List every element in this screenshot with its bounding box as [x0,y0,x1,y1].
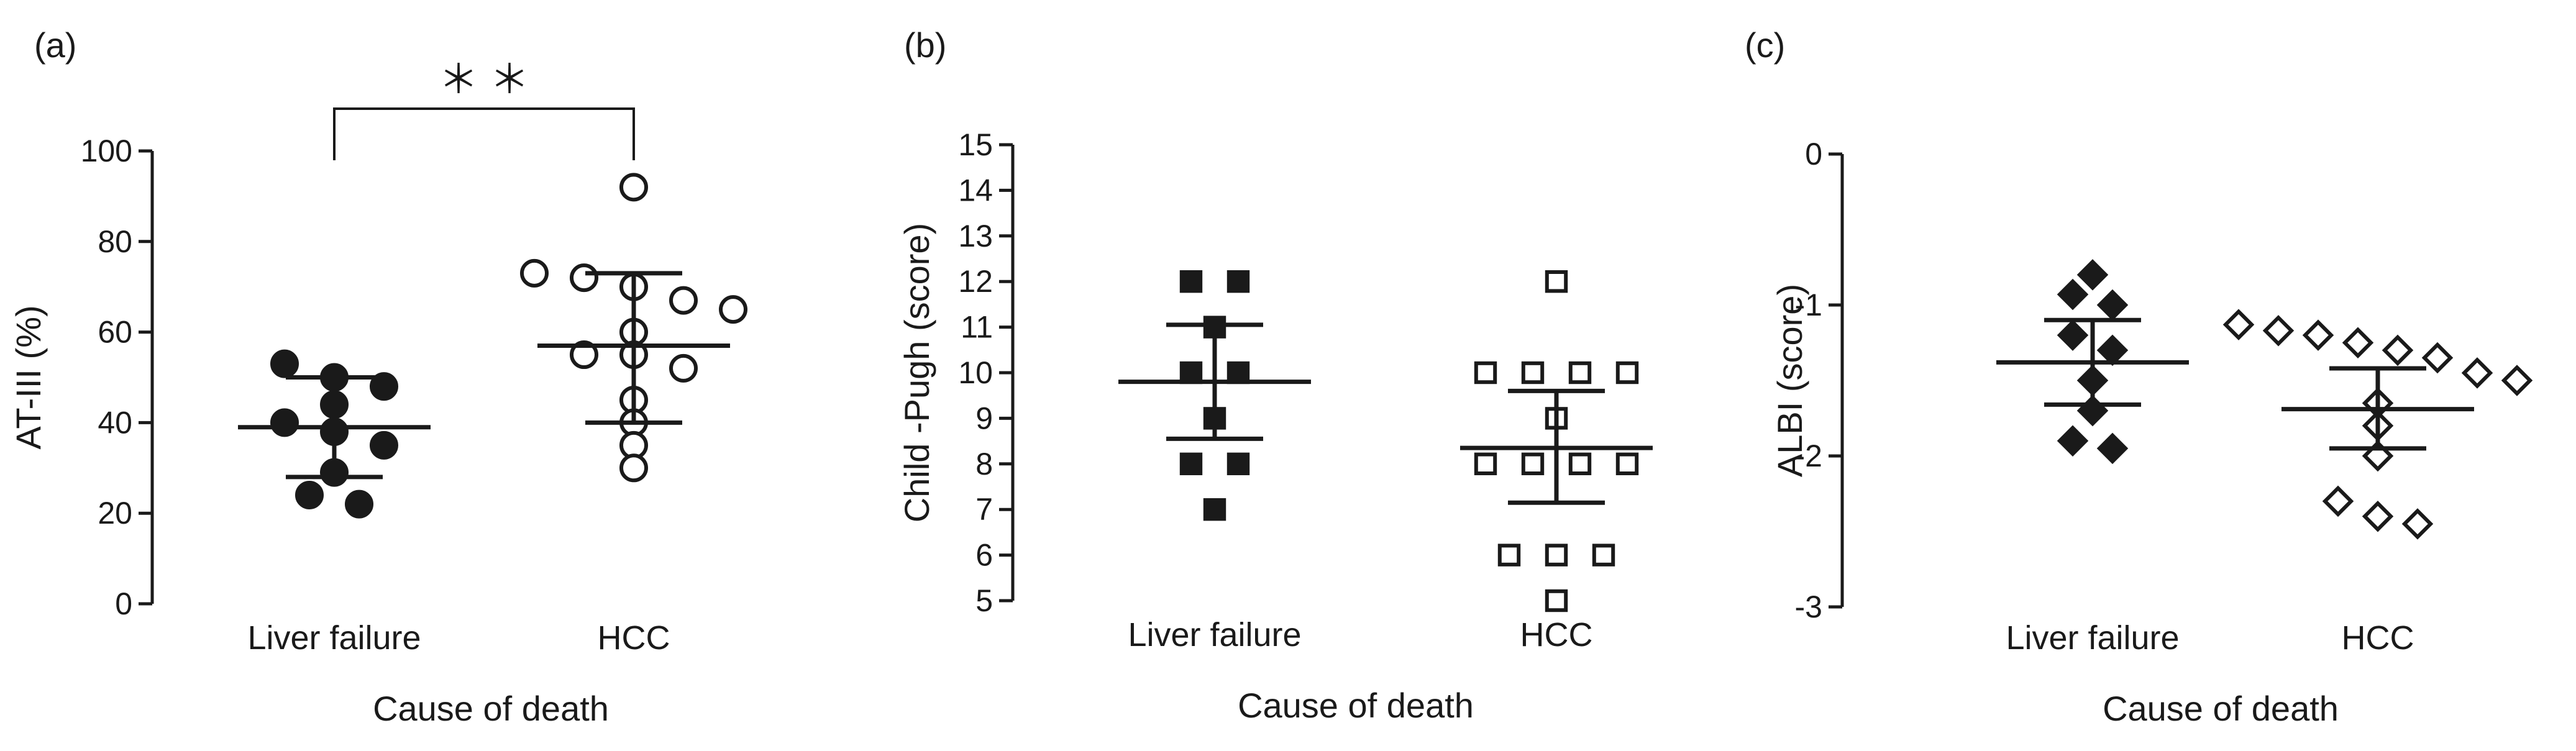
panel-b: (b) 5 6 7 8 9 10 11 12 13 14 15 Child -Pugh (score) L… [897,25,1653,725]
data-point [2262,315,2295,347]
data-point [2096,432,2129,465]
y-tick-label: -3 [1795,589,1822,624]
data-point [2382,334,2414,366]
panel-a: (a) 0 20 40 60 80 100 AT-III (%) Liver failure HC… [9,25,747,728]
panel-label: (c) [1745,25,1785,65]
y-tick-label: 6 [975,538,993,573]
data-point [2096,289,2129,321]
panel-label: (a) [34,25,76,65]
data-point [1226,270,1250,293]
y-axis-title: ALBI (score) [1770,284,1809,477]
y-tick-label: 100 [81,134,132,168]
data-point [370,372,398,401]
data-point [719,295,747,324]
data-point [1545,544,1568,567]
category-label: Liver failure [247,619,421,657]
x-axis-title: Cause of death [1238,686,1474,725]
data-point [1226,452,1250,475]
y-tick-label: 9 [975,401,993,435]
y-tick-label: 60 [98,315,132,350]
y-tick-label: 40 [98,405,132,440]
data-point [570,340,598,370]
category-label: HCC [1520,616,1593,653]
data-point [619,453,648,483]
y-axis-title: AT-III (%) [9,305,48,449]
data-point [270,349,299,378]
panel-c: (c) -3 -2 -1 0 ALBI (score) Liver failure HCCCa… [1745,25,2533,728]
data-point [1521,452,1545,475]
category-label: HCC [598,619,670,657]
data-point [2057,278,2089,311]
data-point [1179,361,1203,385]
data-point [2222,309,2255,340]
data-point [1545,270,1568,293]
significance-bracket [333,107,635,160]
data-point [270,408,299,437]
data-point [2076,259,2109,291]
data-point [370,430,398,460]
data-point [1226,361,1250,385]
data-point [1497,544,1521,567]
category-label: HCC [2342,619,2414,657]
data-point [2501,365,2533,396]
data-point [345,489,373,519]
data-point [1474,452,1497,475]
data-point [1615,361,1639,385]
data-point [1568,361,1592,385]
data-point [1592,544,1615,567]
data-point [2421,342,2454,374]
data-point [669,286,698,315]
y-tick-label: 10 [958,355,993,390]
data-point [619,173,648,202]
data-point [2302,319,2334,351]
data-point [1615,452,1639,475]
data-point [1179,452,1203,475]
y-tick-label: 20 [98,496,132,530]
data-point [2057,425,2089,457]
x-axis-title: Cause of death [373,689,609,728]
y-tick-label: -2 [1795,439,1822,473]
data-point [2401,508,2434,540]
y-axis-title: Child -Pugh (score) [897,223,936,522]
y-tick-label: 0 [115,586,132,621]
data-point [2057,319,2089,351]
y-tick-label: 7 [975,492,993,527]
y-tick-label: 0 [1805,137,1822,171]
data-point [1568,452,1592,475]
y-tick-label: 80 [98,224,132,259]
y-tick-label: 11 [961,310,993,345]
data-point [2322,485,2354,517]
y-tick-label: 14 [958,173,993,207]
y-tick-label: 13 [958,219,993,253]
x-axis-title: Cause of death [2103,689,2339,728]
data-point [2461,357,2493,389]
panel-label: (b) [904,25,946,65]
significance-label: ＊＊ [439,57,541,102]
y-tick-label: 5 [975,583,993,618]
category-label: Liver failure [2006,619,2179,657]
data-point [2096,334,2129,366]
data-point [1474,361,1497,385]
data-point [2342,327,2374,358]
data-point [1179,270,1203,293]
data-point [570,263,598,293]
data-point [1521,361,1545,385]
data-point [520,258,549,288]
data-point [1545,589,1568,612]
data-point [295,481,324,510]
y-tick-label: 12 [958,264,993,299]
data-point [2362,500,2394,532]
data-point [1203,498,1226,521]
y-tick-label: -1 [1795,288,1822,322]
category-label: Liver failure [1128,616,1301,653]
y-tick-label: 15 [958,127,993,162]
y-tick-label: 8 [975,447,993,481]
data-point [669,353,698,383]
